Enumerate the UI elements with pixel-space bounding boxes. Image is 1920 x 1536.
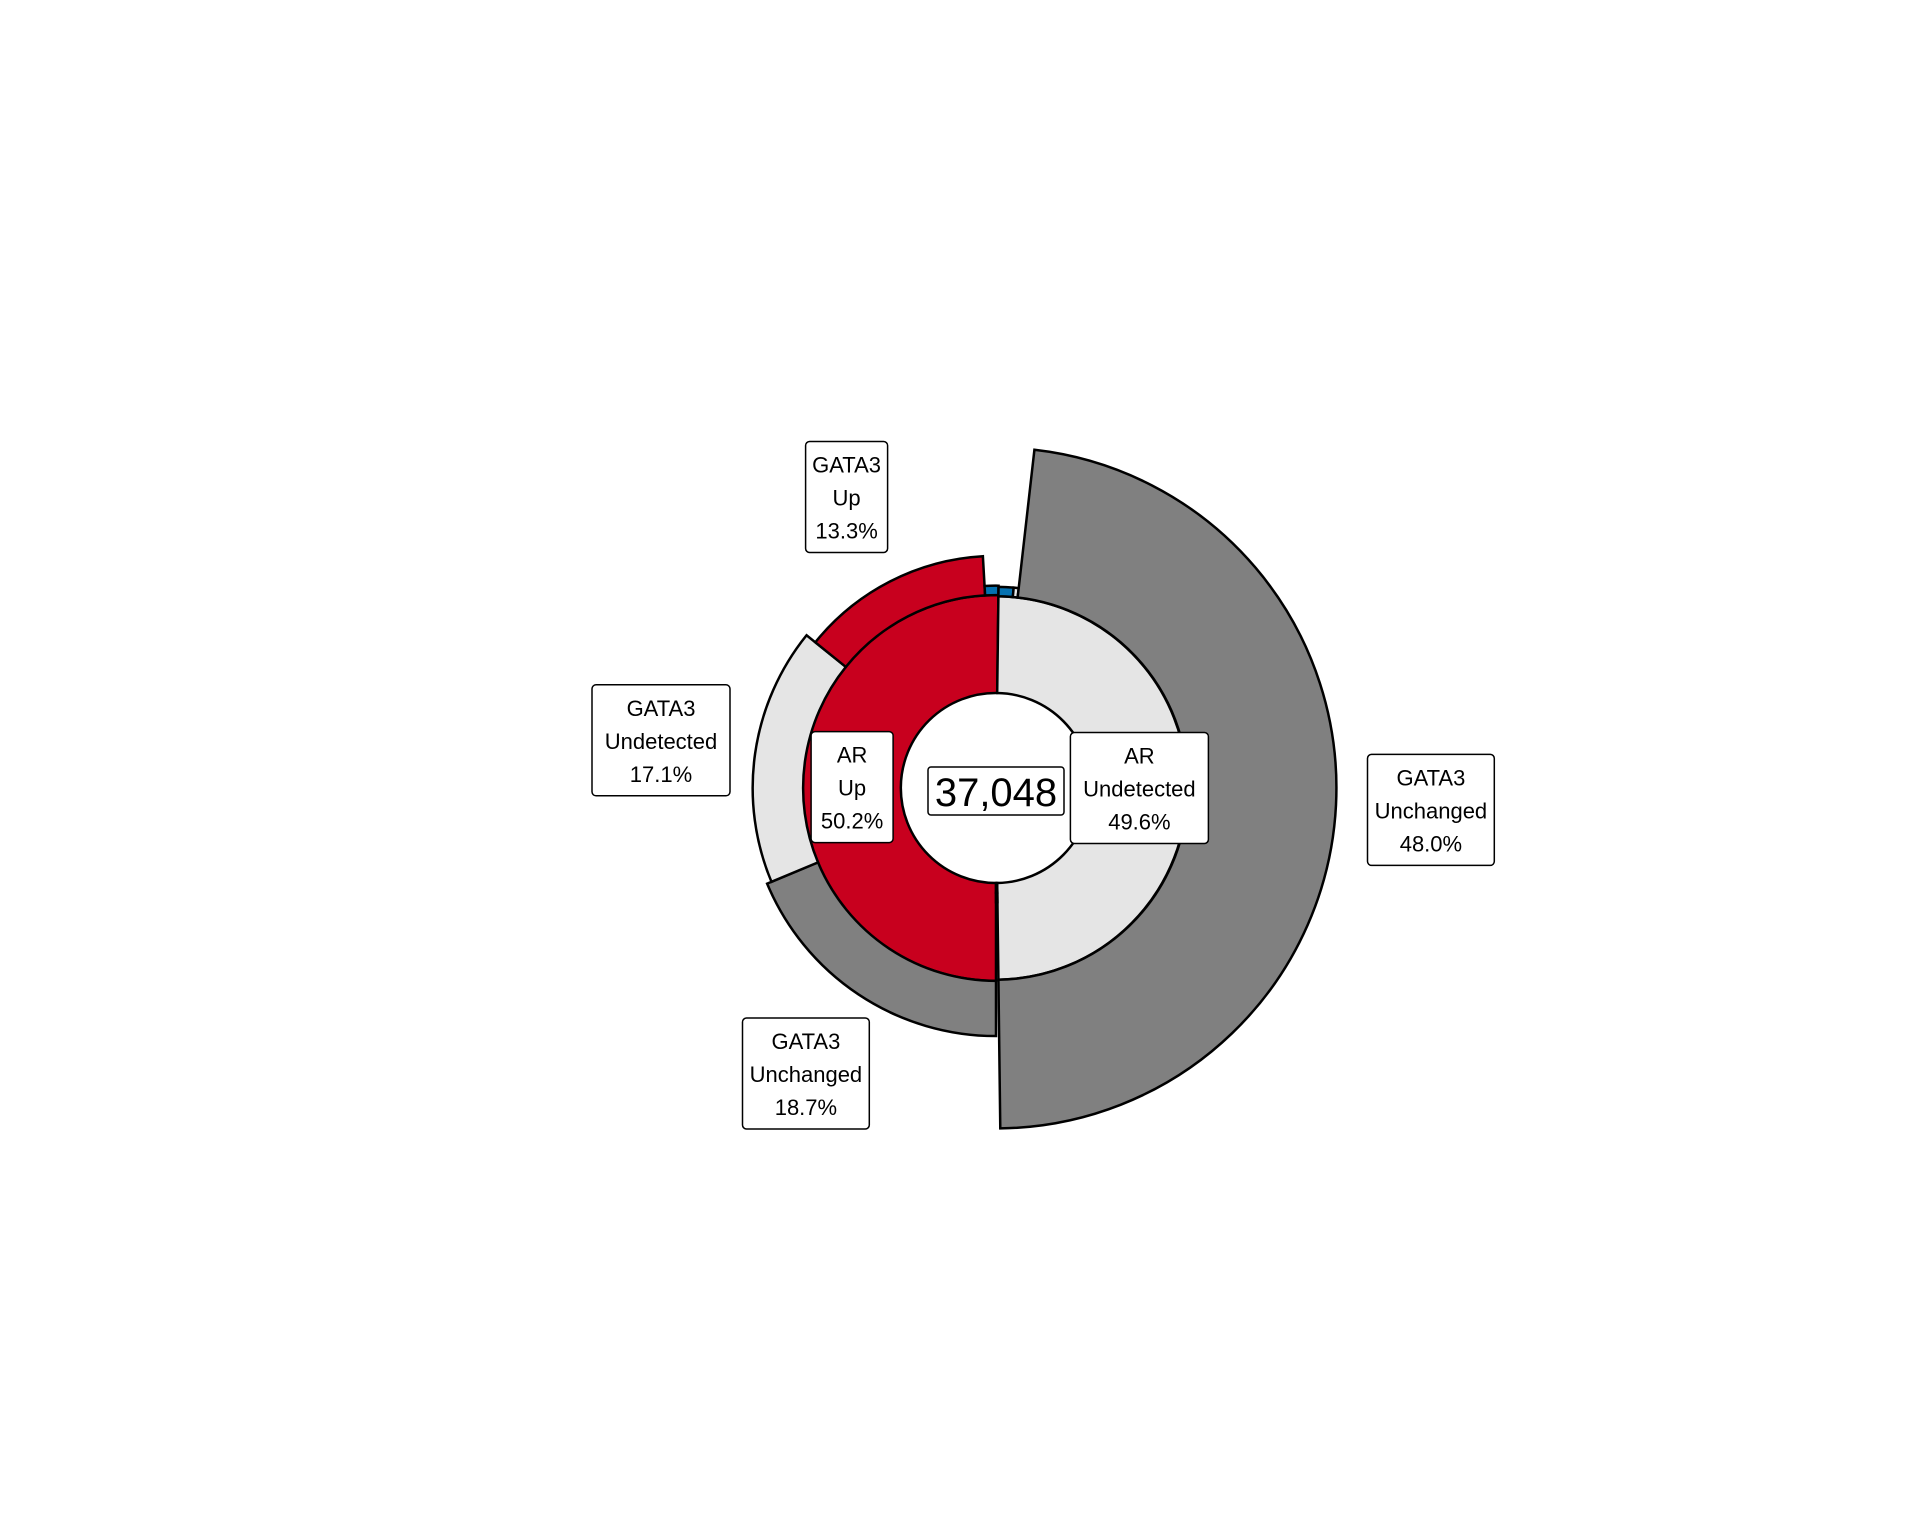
outer-label-line-2-1: Up	[833, 486, 861, 511]
inner-label-line-1-1: Undetected	[1083, 777, 1196, 802]
inner-label-box-1	[1069, 731, 1210, 845]
outer-segment-gata3-unchanged-0	[765, 860, 998, 1038]
outer-label-0: GATA3 Unchanged 18.7%	[741, 1017, 871, 1130]
outer-label-box-1	[591, 684, 731, 797]
segment-labels: AR Up 50.2% AR Undetected 49.6% GATA3 Unchanged…	[591, 440, 1496, 1130]
outer-label-line-1-2: 17.1%	[630, 762, 692, 787]
outer-segment-gata3-up-2	[813, 554, 987, 669]
center-total-box	[927, 766, 1065, 816]
inner-label-1: AR Undetected 49.6%	[1069, 731, 1210, 845]
outer-label-line-0-0: GATA3	[771, 1029, 840, 1054]
inner-label-line-1-0: AR	[1124, 744, 1155, 769]
outer-label-box-0	[741, 1017, 871, 1130]
outer-label-line-2-0: GATA3	[812, 453, 881, 478]
outer-label-line-2-2: 13.3%	[815, 519, 877, 544]
outer-label-1: GATA3 Undetected 17.1%	[591, 684, 731, 797]
center-total-label: 37,048	[935, 771, 1057, 815]
outer-ring	[751, 448, 1338, 1130]
outer-label-box-6	[1366, 753, 1496, 867]
outer-label-line-0-2: 18.7%	[775, 1095, 837, 1120]
outer-label-line-1-1: Undetected	[605, 729, 718, 754]
inner-label-box-0	[810, 730, 894, 844]
outer-segment-gata3-unchanged-6	[997, 448, 1338, 1130]
outer-segment-gata3-undetected-1	[751, 633, 848, 884]
inner-label-line-1-2: 49.6%	[1108, 810, 1170, 835]
outer-segment-gata3-down-3	[983, 584, 1000, 597]
outer-label-2: GATA3 Up 13.3%	[804, 440, 889, 554]
outer-label-6: GATA3 Unchanged 48.0%	[1366, 753, 1496, 867]
outer-label-line-6-1: Unchanged	[1375, 798, 1488, 823]
outer-label-line-6-2: 48.0%	[1400, 831, 1462, 856]
outer-label-line-1-0: GATA3	[627, 696, 696, 721]
inner-label-0: AR Up 50.2%	[810, 730, 894, 844]
inner-label-line-0-1: Up	[838, 776, 866, 801]
outer-segment-gata3-up-7	[994, 891, 999, 904]
outer-label-line-0-1: Unchanged	[750, 1062, 863, 1087]
inner-segment-ar-down	[994, 881, 999, 895]
inner-label-line-0-0: AR	[837, 743, 868, 768]
outer-segment-gata3-down-4	[997, 585, 1016, 599]
outer-label-line-6-0: GATA3	[1396, 765, 1465, 790]
center-total: 37,048	[927, 766, 1065, 816]
inner-label-line-0-2: 50.2%	[821, 809, 883, 834]
outer-label-box-2	[804, 440, 889, 554]
